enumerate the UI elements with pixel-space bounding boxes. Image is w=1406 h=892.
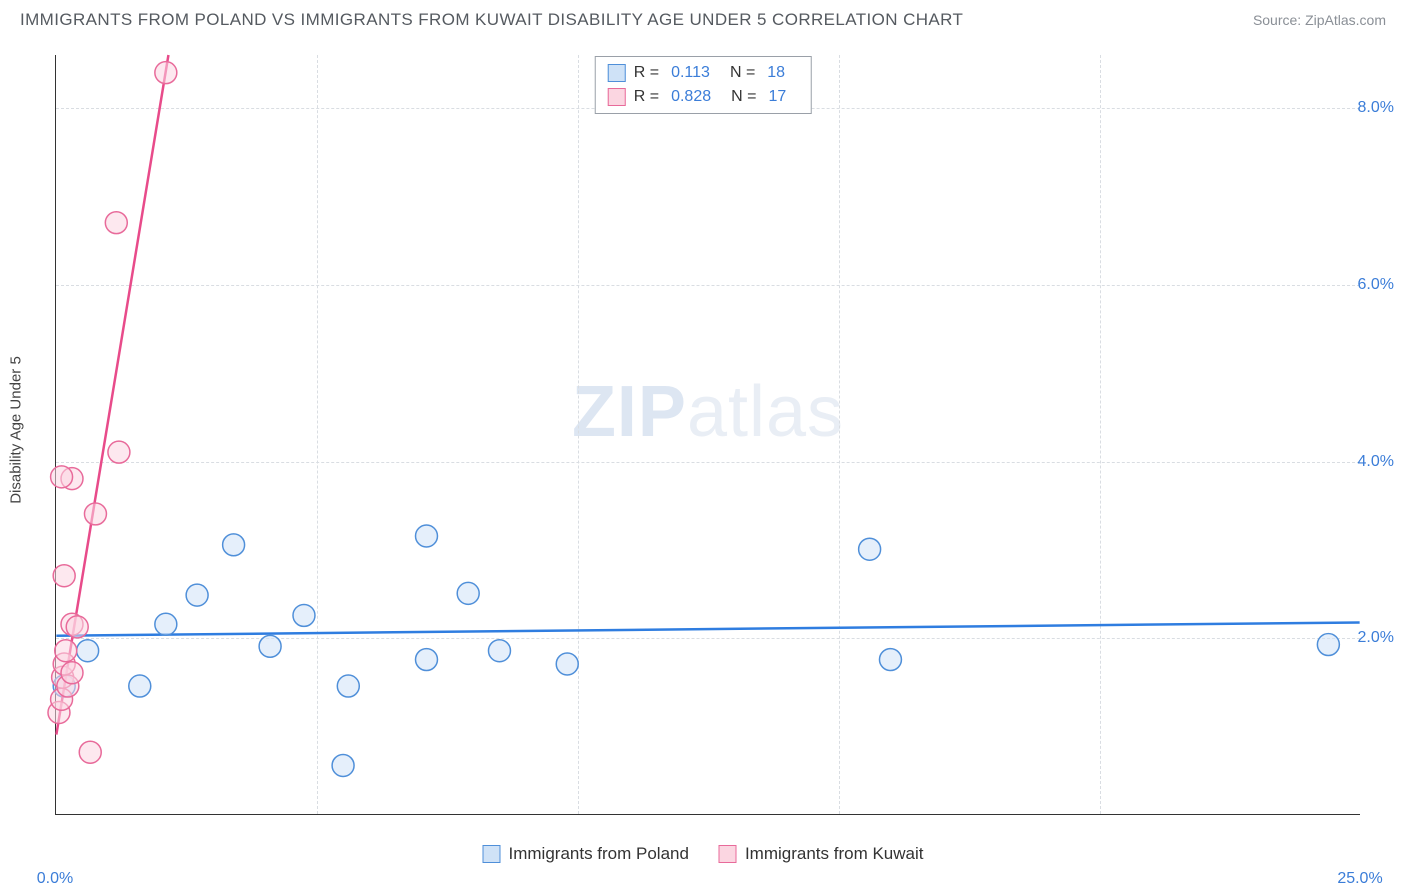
y-tick-4: 4.0% <box>1358 453 1394 471</box>
n-value: 18 <box>767 61 785 85</box>
swatch-pink-icon <box>719 845 737 863</box>
y-tick-8: 8.0% <box>1358 99 1394 117</box>
r-value: 0.113 <box>671 61 710 85</box>
legend-series: Immigrants from Poland Immigrants from K… <box>483 844 924 864</box>
legend-item-poland: Immigrants from Poland <box>483 844 689 864</box>
n-label: N = <box>730 61 755 85</box>
r-label: R = <box>634 61 659 85</box>
y-tick-2: 2.0% <box>1358 629 1394 647</box>
legend-label: Immigrants from Kuwait <box>745 844 924 864</box>
legend-row-kuwait: R = 0.828 N = 17 <box>608 85 799 109</box>
chart-svg <box>56 55 1360 814</box>
chart-title: IMMIGRANTS FROM POLAND VS IMMIGRANTS FRO… <box>20 10 963 30</box>
chart-plot-area: ZIPatlas <box>55 55 1360 815</box>
y-axis-label: Disability Age Under 5 <box>8 356 25 504</box>
chart-header: IMMIGRANTS FROM POLAND VS IMMIGRANTS FRO… <box>0 0 1406 36</box>
swatch-blue-icon <box>483 845 501 863</box>
chart-source: Source: ZipAtlas.com <box>1253 12 1386 28</box>
y-tick-6: 6.0% <box>1358 276 1394 294</box>
swatch-pink-icon <box>608 88 626 106</box>
n-label: N = <box>731 85 756 109</box>
legend-item-kuwait: Immigrants from Kuwait <box>719 844 924 864</box>
legend-correlation-box: R = 0.113 N = 18 R = 0.828 N = 17 <box>595 56 812 114</box>
x-tick-25: 25.0% <box>1337 870 1382 888</box>
swatch-blue-icon <box>608 64 626 82</box>
legend-row-poland: R = 0.113 N = 18 <box>608 61 799 85</box>
r-value: 0.828 <box>671 85 711 109</box>
x-tick-0: 0.0% <box>37 870 73 888</box>
r-label: R = <box>634 85 659 109</box>
legend-label: Immigrants from Poland <box>509 844 689 864</box>
n-value: 17 <box>768 85 786 109</box>
